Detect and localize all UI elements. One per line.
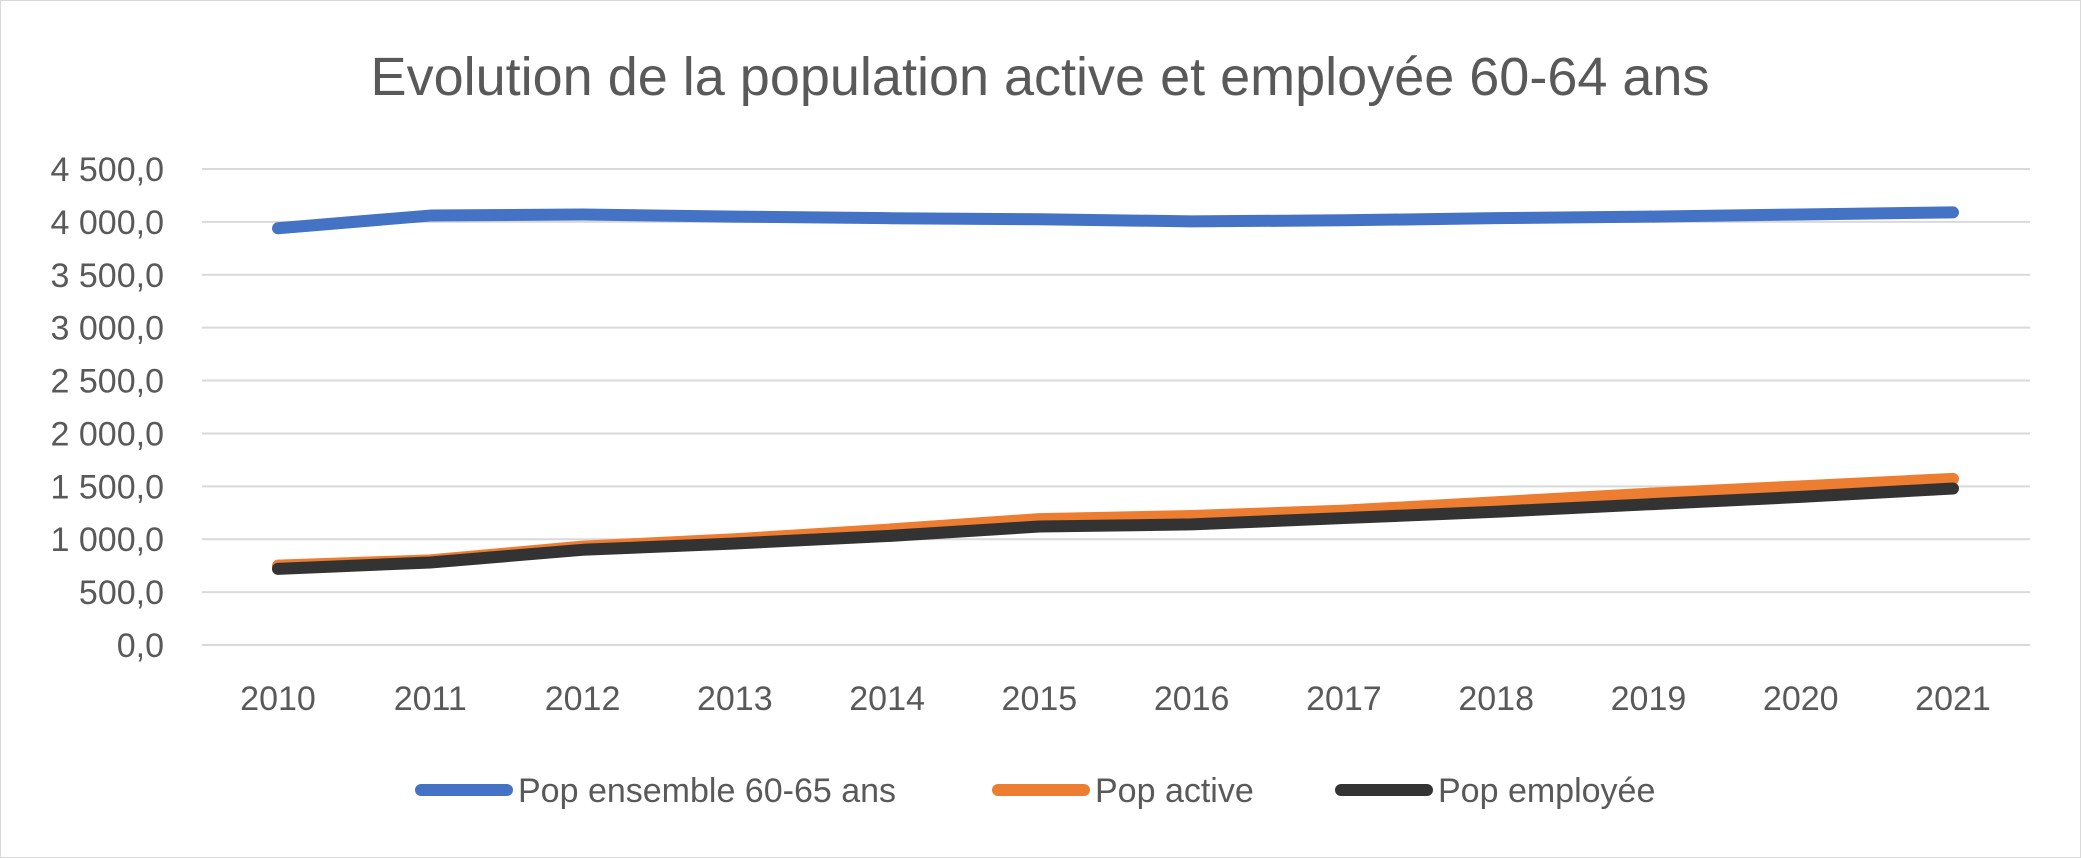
x-tick-label: 2019: [1611, 680, 1687, 718]
y-tick-label: 500,0: [79, 574, 164, 612]
grid-layer: [202, 168, 2030, 646]
x-tick-label: 2021: [1915, 680, 1991, 718]
x-tick-label: 2017: [1306, 680, 1382, 718]
x-tick-label: 2015: [1002, 680, 1078, 718]
x-tick-label: 2018: [1458, 680, 1534, 718]
y-axis-ticks: 0,0 500,0 1 000,0 1 500,0 2 000,0 2 500,0 3 00…: [51, 151, 164, 665]
series-layer: [272, 206, 1959, 575]
y-tick-label: 4 000,0: [51, 204, 164, 242]
y-tick-label: 2 500,0: [51, 363, 164, 401]
x-axis-ticks: 2010 2011 2012 2013 2014 2015 2016 2017 2018 2019…: [240, 680, 1991, 718]
x-tick-label: 2020: [1763, 680, 1839, 718]
y-tick-label: 3 000,0: [51, 310, 164, 348]
chart-title: Evolution de la population active et emp…: [371, 47, 1710, 107]
series-line-3: [272, 482, 1959, 575]
x-tick-label: 2010: [240, 680, 316, 718]
y-tick-label: 3 500,0: [51, 257, 164, 295]
y-tick-label: 2 000,0: [51, 415, 164, 453]
x-tick-label: 2012: [545, 680, 621, 718]
x-tick-label: 2016: [1154, 680, 1230, 718]
y-tick-label: 1 500,0: [51, 468, 164, 506]
legend-label-1: Pop ensemble 60-65 ans: [518, 772, 896, 810]
y-tick-label: 1 000,0: [51, 521, 164, 559]
x-tick-label: 2014: [849, 680, 925, 718]
legend-label-2: Pop active: [1095, 772, 1254, 810]
y-tick-label: 4 500,0: [51, 151, 164, 189]
x-tick-label: 2013: [697, 680, 773, 718]
legend-label-3: Pop employée: [1438, 772, 1655, 810]
series-line-1: [272, 206, 1959, 235]
x-tick-label: 2011: [394, 680, 467, 718]
y-tick-label: 0,0: [117, 627, 164, 665]
legend: Pop ensemble 60-65 ans Pop active Pop empl…: [415, 772, 1655, 810]
